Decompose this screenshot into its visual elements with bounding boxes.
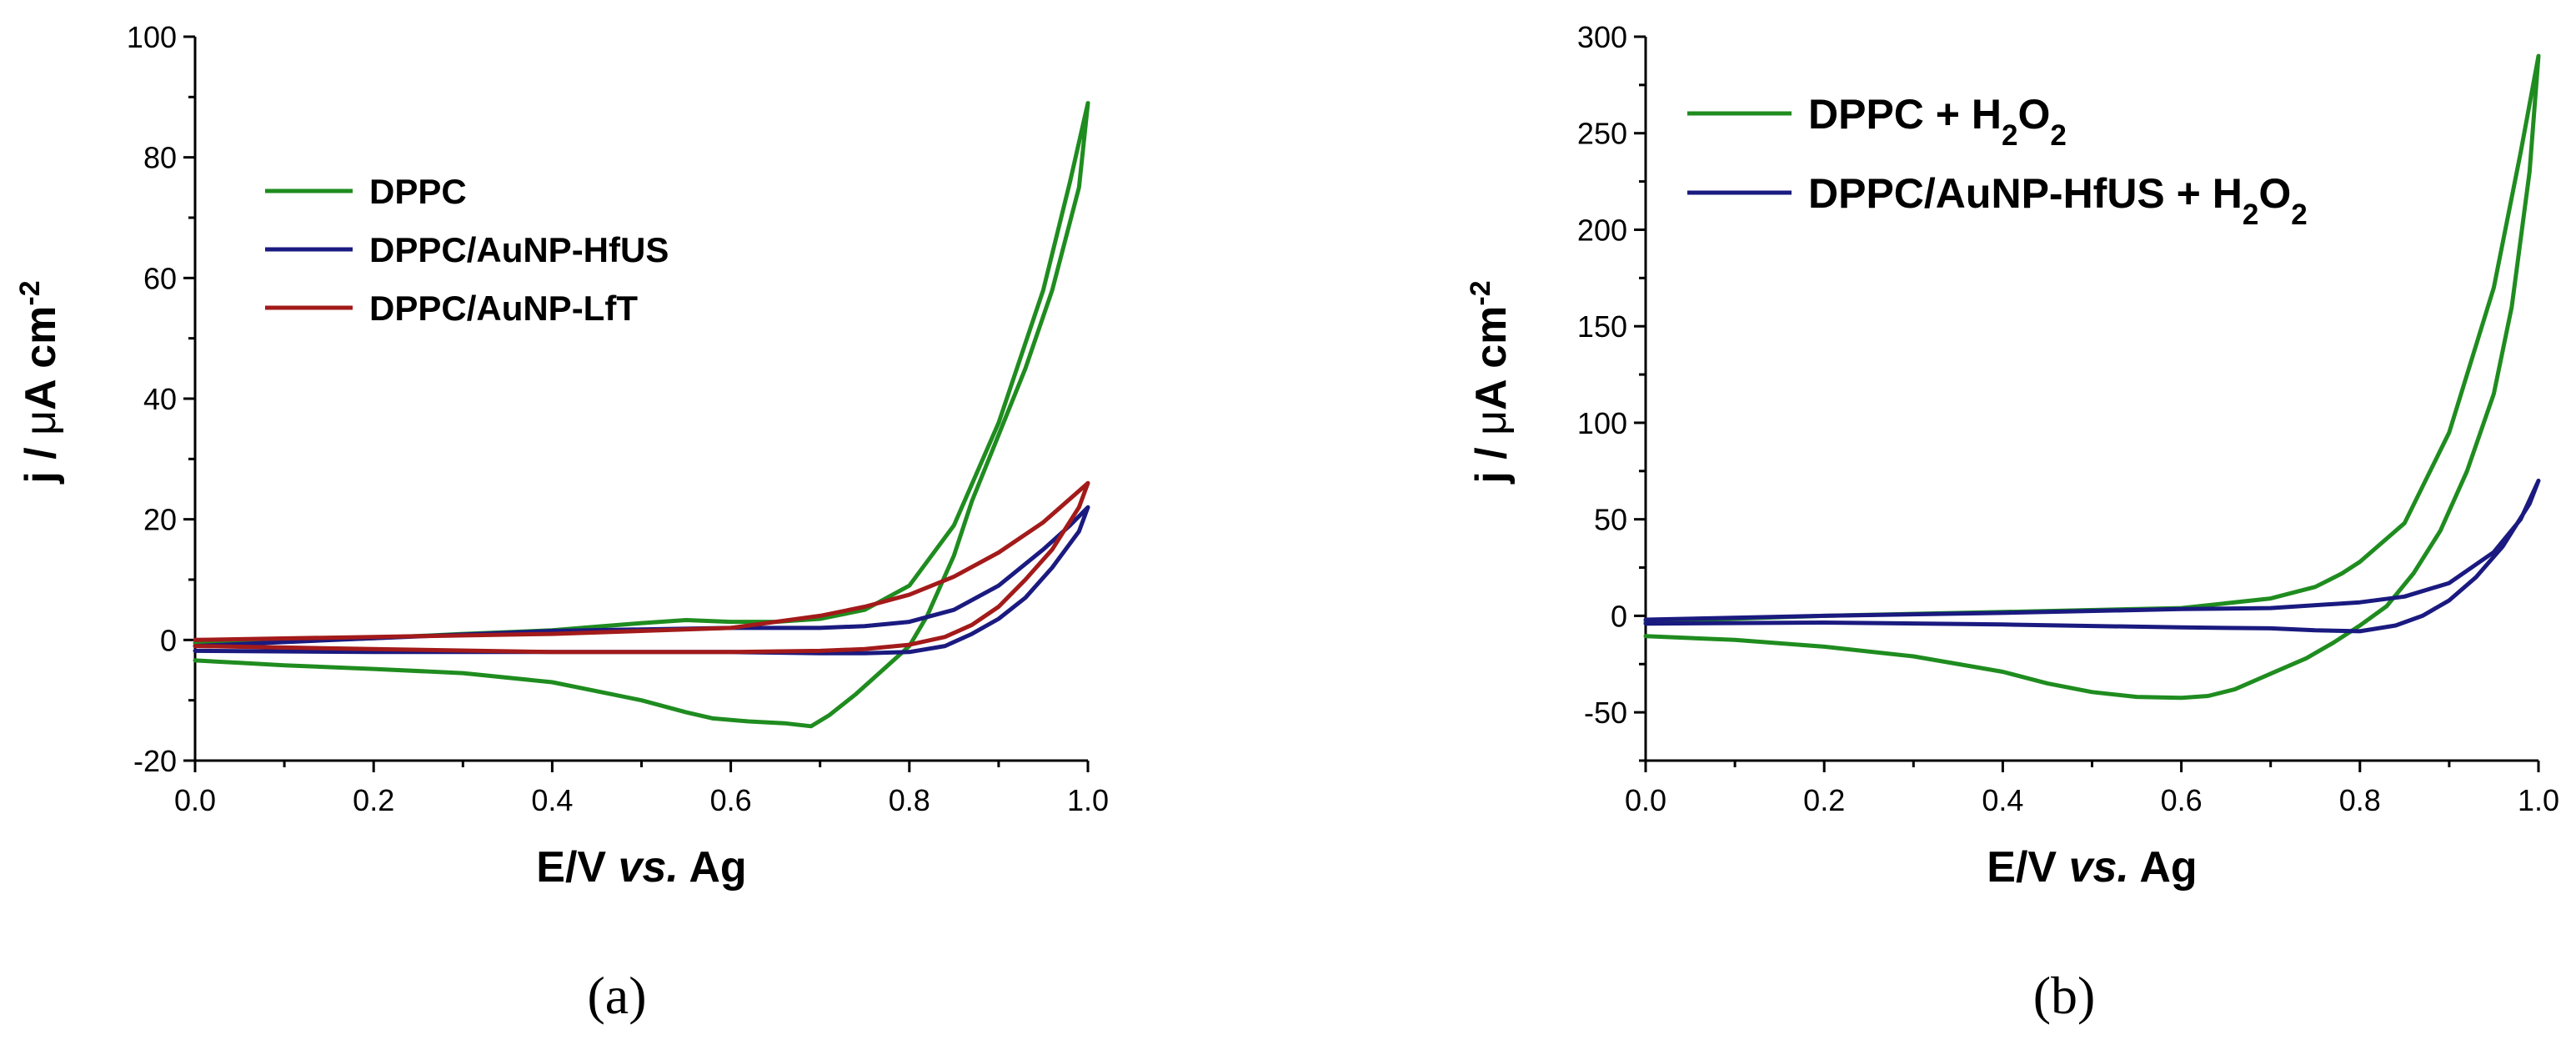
series-curve <box>193 505 1090 656</box>
legend-label-text: O <box>2017 91 2050 138</box>
legend-label: DPPC/AuNP-HfUS <box>369 230 669 269</box>
legend-label-text: DPPC/AuNP-HfUS + H <box>1808 170 2243 217</box>
x-tick-label: 0.2 <box>353 783 394 817</box>
x-tick-label: 0.4 <box>531 783 573 817</box>
x-tick-label: 0.4 <box>1982 783 2023 817</box>
legend: DPPC DPPC/AuNP-HfUS DPPC/AuNP-LfT <box>265 172 669 328</box>
panel-b-label: (b) <box>2033 966 2096 1025</box>
legend-label-subscript: 2 <box>2050 119 2066 152</box>
y-tick-label: -50 <box>1584 696 1627 730</box>
x-tick-label: 0.0 <box>174 783 216 817</box>
x-tick-label: 0.2 <box>1803 783 1845 817</box>
y-axis-title: j / μA cm-2 <box>14 280 65 484</box>
y-axis-title-mu: μ <box>1467 410 1516 435</box>
y-axis-title-mu: μ <box>17 410 65 435</box>
x-axis-title-main: E/V <box>536 843 618 892</box>
x-tick-label: 0.6 <box>710 783 752 817</box>
y-tick-label: 200 <box>1577 213 1627 247</box>
y-axis-title-main: j / <box>1467 435 1516 485</box>
legend-label-text: DPPC + H <box>1808 91 2002 138</box>
y-tick-label: 40 <box>143 382 177 416</box>
x-tick-label: 0.8 <box>889 783 930 817</box>
x-tick-label: 0.8 <box>2339 783 2381 817</box>
y-tick-label: 80 <box>143 141 177 175</box>
y-axis-title-superscript: -2 <box>14 280 46 305</box>
series-curve <box>193 480 1090 655</box>
legend-label: DPPC/AuNP-LfT <box>369 289 638 328</box>
x-axis-title-italic: vs. <box>619 843 679 892</box>
y-axis-title-unit: A cm <box>17 306 65 410</box>
x-tick-label: 0.0 <box>1625 783 1666 817</box>
y-tick-label: 100 <box>127 20 177 54</box>
legend-label-subscript: 2 <box>2291 198 2307 231</box>
x-axis-title-italic: vs. <box>2069 843 2129 892</box>
y-axis-title-main: j / <box>17 435 65 485</box>
legend-label: DPPC <box>369 172 467 211</box>
x-axis-title-end: Ag <box>679 843 747 892</box>
y-axis-title-unit: A cm <box>1467 306 1516 410</box>
y-tick-label: 0 <box>1611 599 1627 633</box>
legend-label-text: DPPC/AuNP-HfUS <box>369 230 669 269</box>
panel-a-label: (a) <box>587 966 646 1025</box>
y-axis-title-superscript: -2 <box>1465 280 1496 305</box>
x-axis-title-main: E/V <box>1987 843 2068 892</box>
y-tick-label: 300 <box>1577 20 1627 54</box>
x-tick-label: 1.0 <box>1067 783 1109 817</box>
x-axis-title: E/V vs. Ag <box>536 843 746 892</box>
x-tick-label: 0.6 <box>2161 783 2203 817</box>
legend-label-subscript: 2 <box>2243 198 2258 231</box>
panel-a-chart: 0.0 0.2 0.4 0.6 0.8 1.0 -20 0 20 40 60 80 100 E/V vs.… <box>14 20 1109 892</box>
y-tick-label: -20 <box>133 744 177 778</box>
legend-label: DPPC/AuNP-HfUS + H2O2 <box>1808 170 2308 231</box>
x-axis-title: E/V vs. Ag <box>1987 843 2197 892</box>
y-tick-label: 50 <box>1594 503 1627 537</box>
series-curve <box>1643 53 2541 701</box>
y-tick-label: 60 <box>143 261 177 295</box>
legend-label-text: O <box>2258 170 2291 217</box>
x-axis-title-end: Ag <box>2129 843 2198 892</box>
y-tick-label: 100 <box>1577 406 1627 440</box>
legend-label-text: DPPC <box>369 172 467 211</box>
y-tick-label: 250 <box>1577 117 1627 151</box>
series-curve <box>193 101 1090 729</box>
legend-label-text: DPPC/AuNP-LfT <box>369 289 638 328</box>
y-tick-label: 20 <box>143 503 177 537</box>
y-tick-label: 0 <box>160 623 177 657</box>
y-tick-label: 150 <box>1577 309 1627 344</box>
legend-label: DPPC + H2O2 <box>1808 91 2067 152</box>
panel-b-chart: 0.0 0.2 0.4 0.6 0.8 1.0 -50 0 50 100 150 200 250 300 E… <box>1465 20 2559 892</box>
series-curve <box>1643 478 2541 634</box>
y-axis-title: j / μA cm-2 <box>1465 280 1516 484</box>
legend-label-subscript: 2 <box>2002 119 2017 152</box>
x-tick-label: 1.0 <box>2518 783 2559 817</box>
